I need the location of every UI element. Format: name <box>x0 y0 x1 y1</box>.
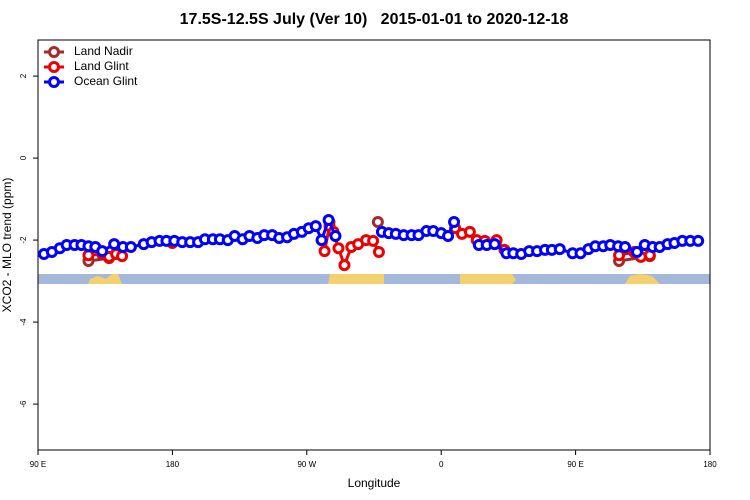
x-axis-label: Longitude <box>348 476 401 490</box>
legend-marker <box>48 46 60 58</box>
y-axis-label: XCO2 - MLO trend (ppm) <box>0 178 14 313</box>
x-tick-label: 0 <box>439 460 444 469</box>
land-patch <box>460 274 516 284</box>
data-point <box>318 245 331 258</box>
data-point <box>371 216 384 229</box>
data-point <box>96 245 109 258</box>
x-tick-label: 180 <box>703 460 717 469</box>
data-point <box>442 229 455 242</box>
data-point <box>338 259 351 272</box>
land-patch <box>625 274 660 284</box>
legend-label: Land Nadir <box>74 44 133 58</box>
y-tick-label: 0 <box>19 155 28 160</box>
data-point <box>448 216 461 229</box>
chart-title: 17.5S-12.5S July (Ver 10) 2015-01-01 to … <box>180 11 569 28</box>
land-patch <box>328 274 384 284</box>
plot-frame <box>37 39 711 451</box>
legend-marker <box>48 61 60 73</box>
x-tick-label: 90 E <box>30 460 46 469</box>
legend-label: Land Glint <box>74 59 129 73</box>
data-point <box>619 241 632 254</box>
data-point <box>488 238 501 251</box>
data-point <box>332 242 345 255</box>
y-tick-label: -2 <box>19 236 28 244</box>
data-point <box>553 243 566 256</box>
y-tick-label: -4 <box>19 318 28 326</box>
data-point <box>463 225 476 238</box>
data-point <box>692 234 705 247</box>
data-point <box>322 213 335 226</box>
data-point <box>329 229 342 242</box>
data-point <box>367 234 380 247</box>
legend-label: Ocean Glint <box>74 74 138 88</box>
data-point <box>372 245 385 258</box>
data-point <box>630 245 643 258</box>
data-point <box>315 234 328 247</box>
land-patch <box>88 274 122 284</box>
legend-marker <box>48 76 60 88</box>
y-tick-label: -6 <box>19 400 28 408</box>
land-ocean-strip <box>38 274 710 284</box>
x-tick-label: 180 <box>166 460 180 469</box>
data-point <box>309 220 322 233</box>
x-tick-label: 90 E <box>567 460 583 469</box>
series-line <box>88 254 651 263</box>
y-tick-label: 2 <box>19 73 28 78</box>
x-tick-label: 90 W <box>297 460 316 469</box>
data-point <box>124 241 137 254</box>
